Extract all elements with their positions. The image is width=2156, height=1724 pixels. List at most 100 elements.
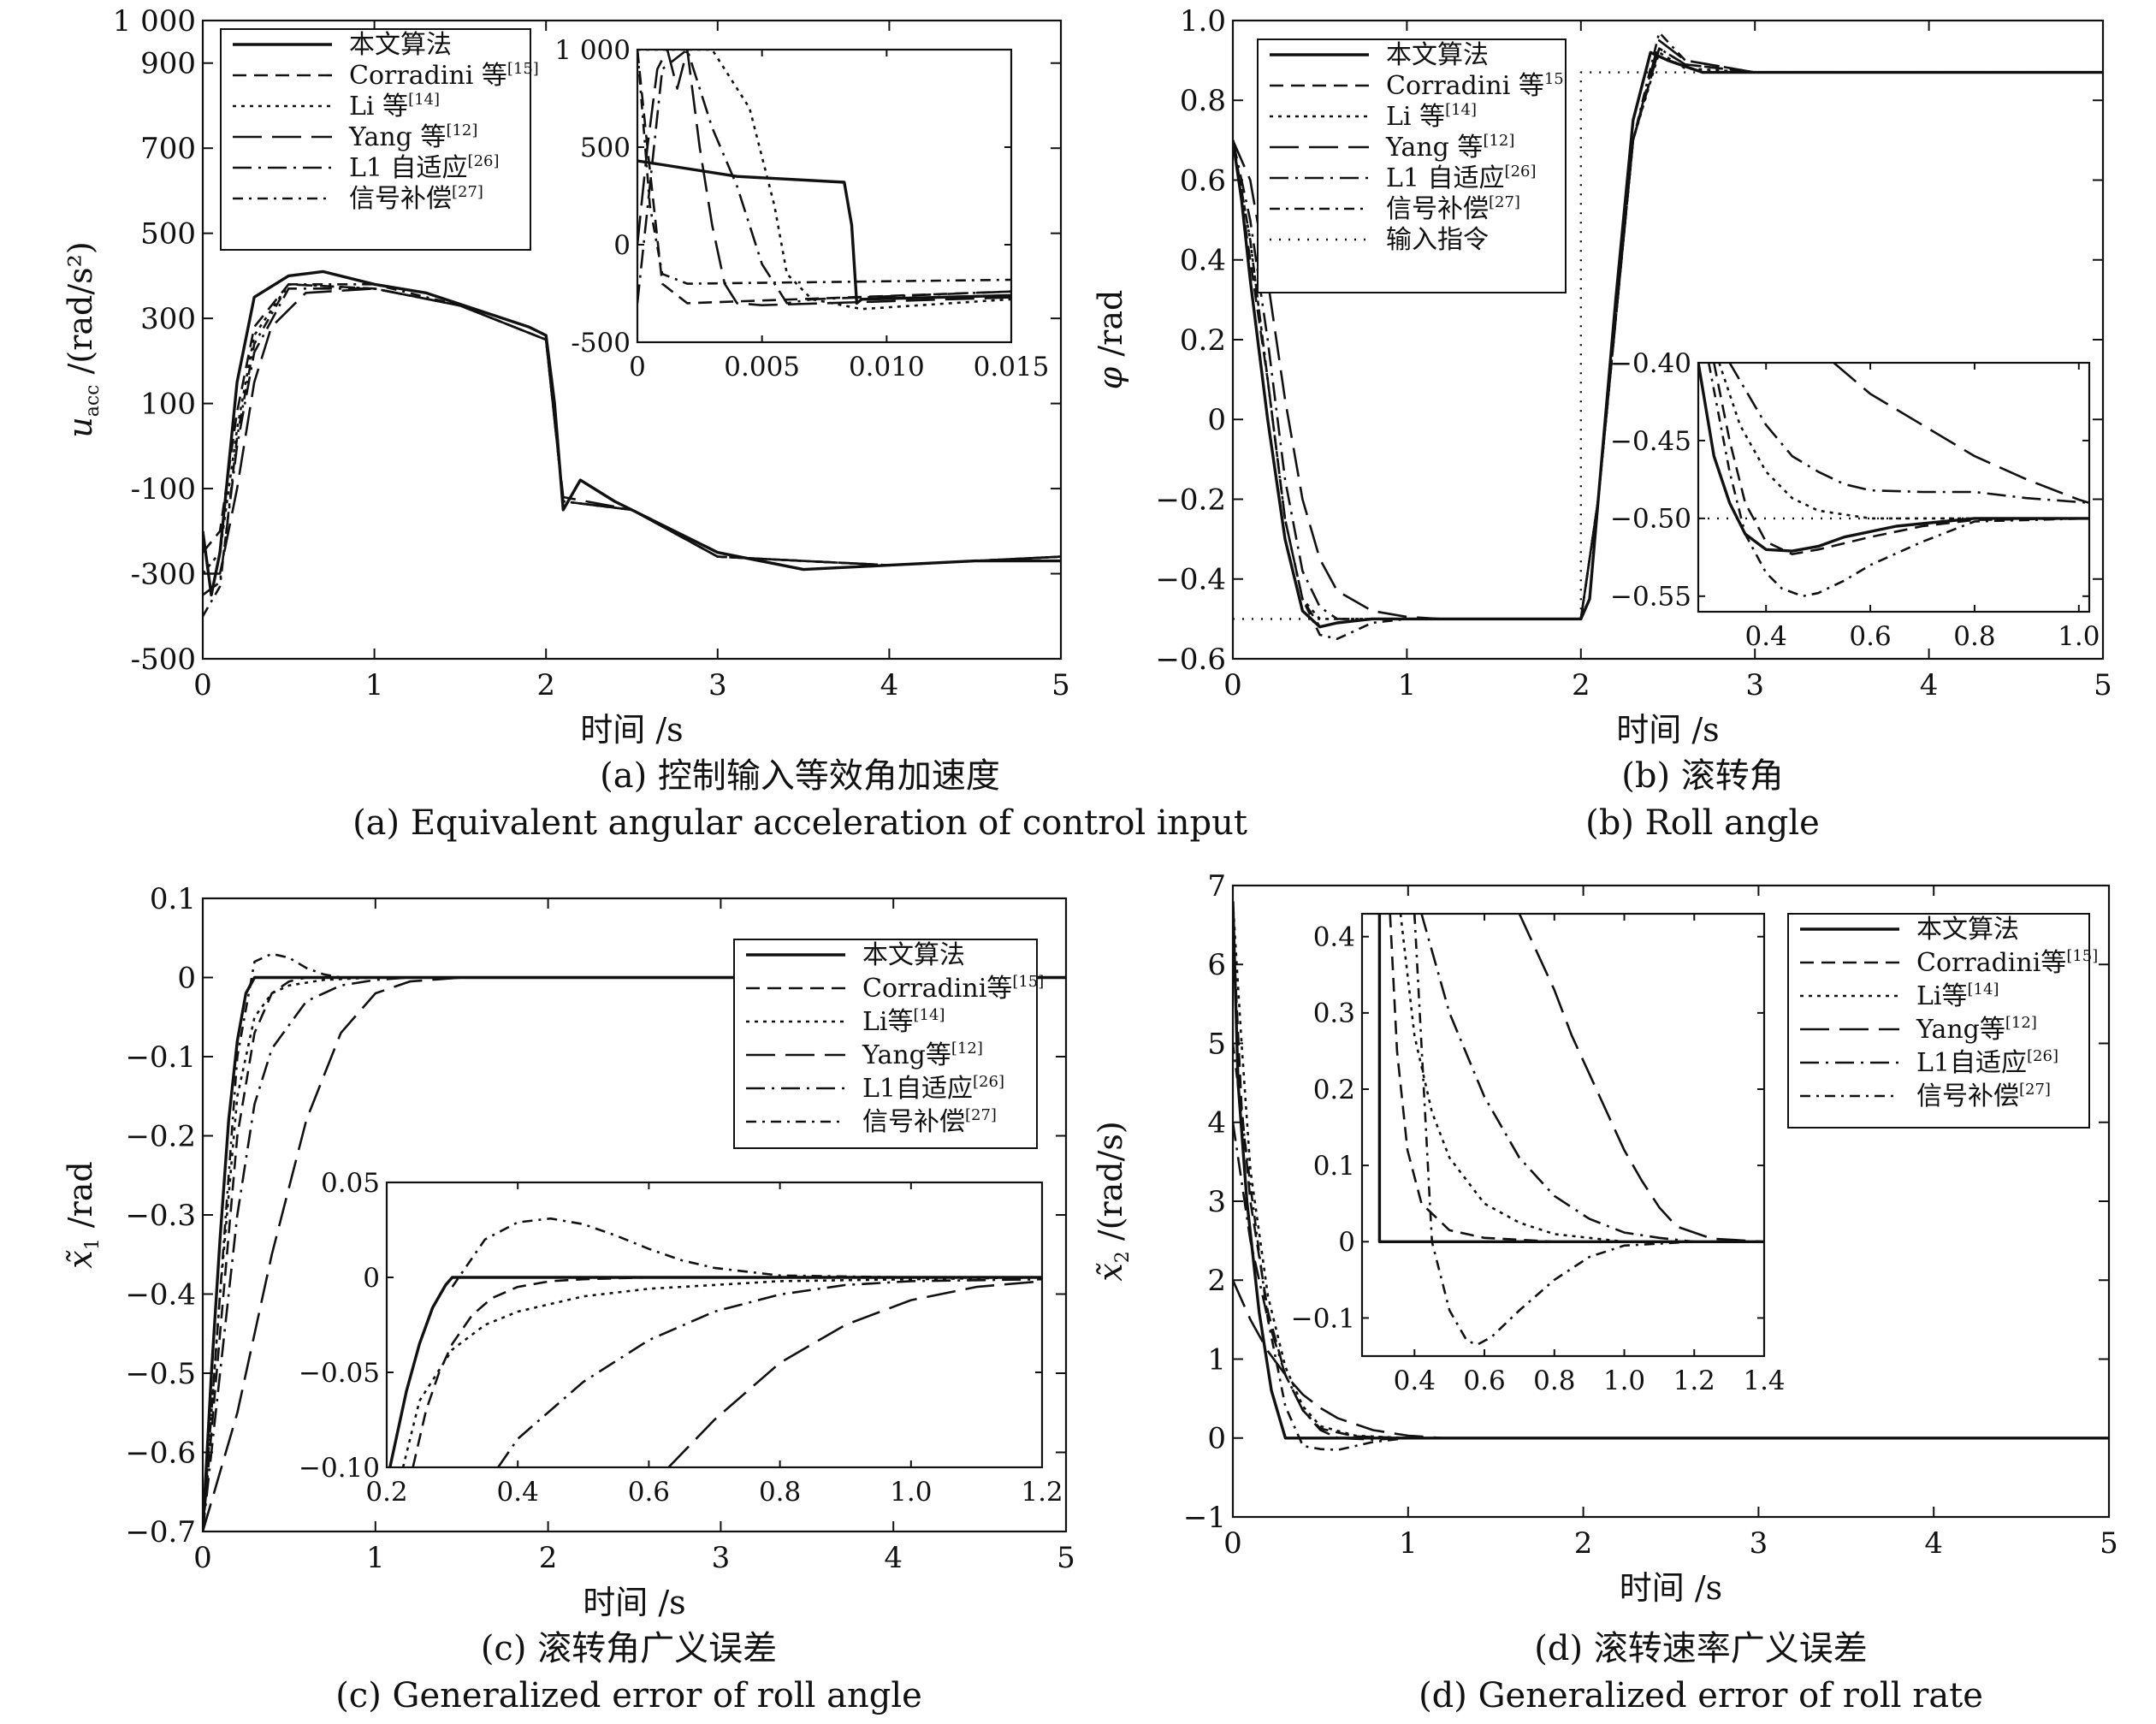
panel-c-xtick-label: 3 <box>712 1541 731 1575</box>
panel-b-ytick-label: −0.4 <box>1155 563 1226 597</box>
panel-c-series-3 <box>203 976 1066 1531</box>
panel-a-legend <box>220 28 531 251</box>
panel-a-inset-ytick-label: 500 <box>580 133 631 163</box>
panel-d-series-3 <box>1233 1279 2109 1440</box>
panel-a-legend-ref: [12] <box>446 121 477 139</box>
panel-a-series-0 <box>203 270 1061 597</box>
panel-a-inset-series-4 <box>637 50 1011 305</box>
panel-d-inset: 0.4 0.6 0.8 1.0 1.2 1.4 −0.1 0 0.1 0.2 0.3 0.4 <box>1291 912 1786 1396</box>
panel-a-inset-series-3 <box>637 50 1011 306</box>
panel-d-inset-series-1 <box>1389 914 1764 1243</box>
panel-d-ytick-label: 0 <box>1207 1422 1226 1456</box>
panel-b-legend-ref: [14] <box>1445 101 1477 119</box>
panel-a-inset-xtick-label: 0 <box>629 352 646 382</box>
panel-b-inset-xtick-label: 0.6 <box>1849 621 1891 652</box>
panel-a-legend-ref: [14] <box>408 91 440 109</box>
panel-b-xtick-label: 1 <box>1398 668 1417 702</box>
panel-a-inset-ytick-label: -500 <box>571 328 631 358</box>
panel-b-ylabel: φ /rad <box>1092 290 1129 390</box>
panel-c-ytick-label: −0.6 <box>125 1436 196 1470</box>
panel-b-ytick-label: 0.6 <box>1180 163 1226 198</box>
panel-d-caption-en: (d) Generalized error of roll rate <box>1419 1676 1983 1715</box>
panel-c-xtick-label: 0 <box>193 1541 212 1575</box>
panel-b-inset-xtick-label: 0.8 <box>1953 621 1995 652</box>
panel-a-inset-ytick-label: 1 000 <box>554 35 631 66</box>
panel-d-inset-xtick-label: 0.6 <box>1463 1366 1505 1396</box>
panel-d-series-4 <box>1233 1122 2109 1441</box>
panel-c-legend-label: Corradini等[15] <box>862 973 1044 1004</box>
panel-a-ylabel: uacc /(rad/s²) <box>62 241 104 437</box>
panel-b-ytick-label: 1.0 <box>1180 4 1226 39</box>
panel-d-inset-ytick-label: 0.1 <box>1313 1151 1355 1182</box>
panel-b-inset-frame <box>1697 361 2091 613</box>
panel-c-legend-ref: [14] <box>914 1006 945 1024</box>
panel-b-inset-series-1 <box>1713 363 2089 555</box>
panel-c-ytick-label: −0.2 <box>125 1119 196 1153</box>
panel-b-xtick-label: 0 <box>1223 668 1242 702</box>
panel-c-series-5 <box>203 952 1066 1531</box>
panel-c-ylabel: x̃1 /rad <box>62 1161 104 1268</box>
panel-b-ytick-label: −0.6 <box>1155 643 1226 677</box>
panel-b-ytick-label: 0.4 <box>1180 244 1226 278</box>
panel-a-legend-ref: [27] <box>452 183 483 201</box>
panel-b-caption-cn: (b) 滚转角 <box>1621 756 1784 796</box>
panel-c-caption-en: (c) Generalized error of roll angle <box>335 1676 922 1715</box>
panel-d-caption-cn: (d) 滚转速率广义误差 <box>1534 1629 1868 1668</box>
panel-c-legend-ref: [26] <box>973 1073 1004 1091</box>
panel-a-legend-ref: [26] <box>468 152 500 170</box>
panel-d-legend-ref: [14] <box>1968 980 1999 998</box>
panel-b-inset-ytick-label: −0.45 <box>1610 426 1691 457</box>
panel-d-ylabel-symbol: x̃ <box>1092 1263 1129 1281</box>
panel-d-xtick-label: 2 <box>1574 1526 1593 1561</box>
panel-b-ylabel-unit: /rad <box>1092 290 1129 367</box>
panel-b-ylabel-symbol: φ <box>1092 366 1129 389</box>
panel-d-inset-xtick-label: 0.4 <box>1394 1366 1436 1396</box>
panel-d-inset-xtick-label: 1.2 <box>1673 1366 1715 1396</box>
panel-d-xlabel: 时间 /s <box>1620 1569 1722 1607</box>
panel-a-ytick-label: 500 <box>140 217 196 252</box>
panel-a-xtick-label: 4 <box>880 668 899 702</box>
panel-c-xtick-label: 4 <box>884 1541 903 1575</box>
panel-a-inset-frame <box>636 48 1013 344</box>
panel-d-inset-ytick-label: −0.1 <box>1291 1303 1355 1334</box>
panel-c-legend-ref: [15] <box>1012 973 1044 991</box>
panel-d-ytick-label: 2 <box>1207 1264 1226 1298</box>
panel-c: 0 1 2 3 4 5−0.7−0.6−0.5−0.4−0.3−0.2−0.100.1时间… <box>62 882 1075 1715</box>
panel-b-inset: 0.4 0.6 0.8 1.0 −0.55 −0.50 −0.45 −0.40 <box>1610 348 2100 652</box>
panel-a-xtick-label: 5 <box>1051 668 1070 702</box>
panel-b-series-3 <box>1233 39 2103 620</box>
panel-d-legend <box>1787 913 2090 1129</box>
panel-a-legend-label: 本文算法 <box>349 30 452 60</box>
panel-b-legend-ref: 15 <box>1544 70 1564 88</box>
panel-b-legend-ref: [27] <box>1489 193 1520 211</box>
panel-a-xtick-label: 3 <box>708 668 727 702</box>
panel-c-inset-ytick-label: 0 <box>363 1263 380 1294</box>
panel-b-xlabel: 时间 /s <box>1616 711 1719 749</box>
panel-d-ylabel: x̃2 /(rad/s) <box>1092 1121 1134 1281</box>
panel-c-inset-ytick-label: −0.05 <box>299 1358 380 1389</box>
panel-c-xtick-label: 2 <box>539 1541 558 1575</box>
panel-d-inset-series-4 <box>1420 914 1764 1243</box>
panel-c-inset-series-4 <box>497 1277 1042 1467</box>
panel-b-series-4 <box>1233 47 2103 620</box>
panel-a-xlabel: 时间 /s <box>580 711 683 749</box>
panel-d-ylabel-unit: /(rad/s) <box>1092 1121 1129 1251</box>
panel-c-inset-series-2 <box>401 1276 1042 1467</box>
panel-c-ylabel-sub: 1 <box>82 1238 104 1250</box>
panel-c-series-2 <box>203 976 1066 1531</box>
panel-c-inset-xtick-label: 1.2 <box>1021 1477 1063 1508</box>
panel-d-inset-ytick-label: 0.2 <box>1313 1075 1355 1105</box>
panel-d-ylabel-sub: 2 <box>1112 1251 1134 1263</box>
panel-b-inset-series-0 <box>1698 363 2089 553</box>
panel-a-ylabel-sub: acc <box>82 384 104 417</box>
panel-a-inset-xtick-label: 0.005 <box>724 352 800 382</box>
panel-b-inset-ytick-label: −0.55 <box>1610 582 1691 613</box>
panel-a-ytick-label: 900 <box>140 47 196 81</box>
panel-b-inset-series-5 <box>1707 363 2089 598</box>
panel-d-legend-ref: [27] <box>2019 1081 2051 1099</box>
panel-c-ytick-label: −0.7 <box>125 1515 196 1549</box>
panel-b-legend-label: Corradini 等15 <box>1386 70 1564 101</box>
panel-c-legend-ref: [27] <box>965 1106 997 1124</box>
